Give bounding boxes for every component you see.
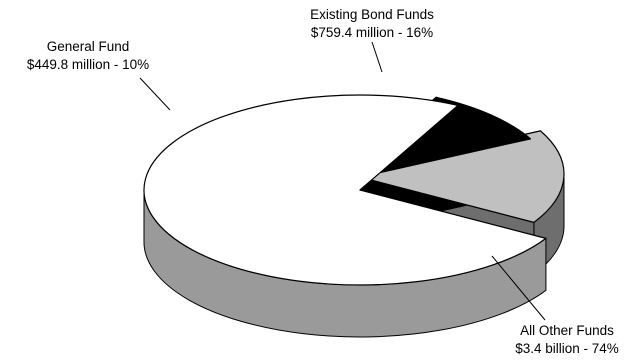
label-general-fund-name: General Fund	[47, 39, 130, 54]
leader-line-all-other-funds	[491, 255, 546, 321]
label-existing-bond-funds-name: Existing Bond Funds	[310, 7, 434, 22]
label-existing-bond-funds-value: $759.4 million - 16%	[311, 25, 433, 40]
label-all-other-funds-value: $3.4 billion - 74%	[515, 341, 619, 356]
slice-top-existing-bond-funds	[347, 130, 565, 223]
leader-lines	[139, 41, 546, 321]
slice-top-all-other-funds	[143, 94, 547, 286]
leader-line-general-fund	[139, 77, 171, 111]
label-all-other-funds-name: All Other Funds	[520, 323, 614, 338]
label-general-fund-value: $449.8 million - 10%	[27, 57, 149, 72]
pie-tops	[143, 94, 565, 286]
leader-line-existing-bond-funds	[371, 41, 383, 73]
